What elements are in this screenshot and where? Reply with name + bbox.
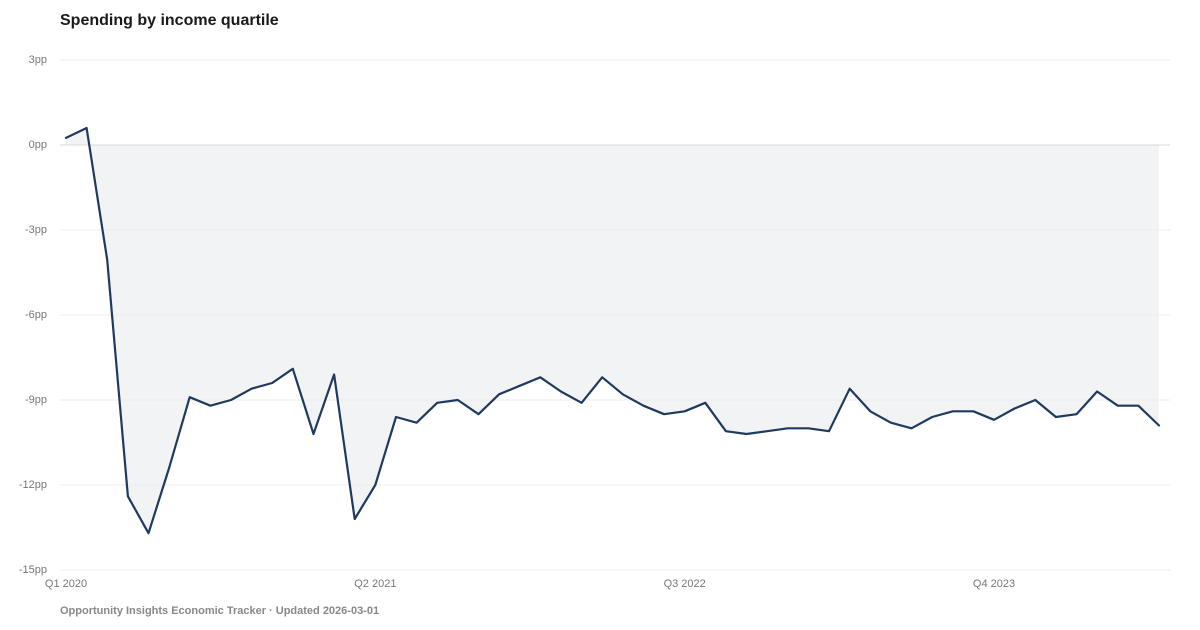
area-fill xyxy=(66,128,1159,534)
y-tick-label: -9pp xyxy=(25,394,47,406)
y-tick-label: -12pp xyxy=(19,479,47,491)
y-tick-label: 0pp xyxy=(29,139,47,151)
y-tick-label: -3pp xyxy=(25,224,47,236)
y-tick-label: -15pp xyxy=(19,564,47,576)
line xyxy=(64,126,1161,535)
x-tick-label: Q3 2022 xyxy=(664,578,706,590)
y-tick-label: 3pp xyxy=(29,54,47,66)
chart-title: Spending by income quartile xyxy=(60,12,279,29)
x-tick-label: Q4 2023 xyxy=(973,578,1015,590)
y-tick-label: -6pp xyxy=(25,309,47,321)
x-tick-label: Q2 2021 xyxy=(354,578,396,590)
footer: Opportunity Insights Economic Tracker · … xyxy=(60,605,379,617)
x-tick-label: Q1 2020 xyxy=(45,578,87,590)
